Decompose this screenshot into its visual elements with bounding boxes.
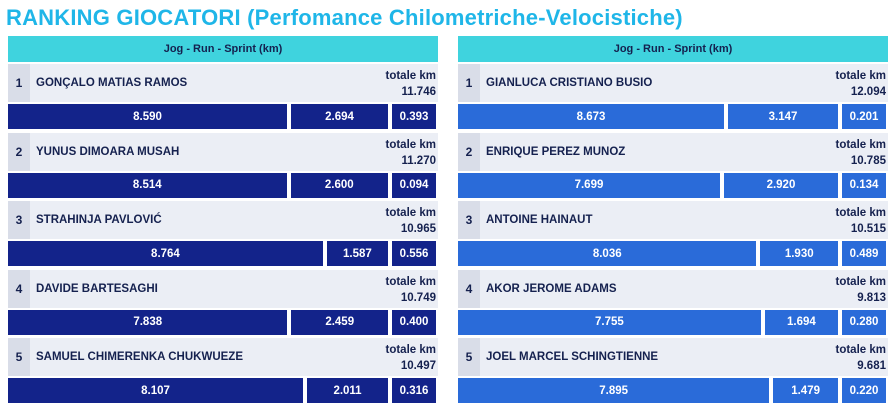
player-name: YUNUS DIMOARA MUSAH (36, 145, 180, 158)
player-row: 5 JOEL MARCEL SCHINGTIENNE totale km 9.681 7… (458, 338, 888, 404)
rank-number: 3 (458, 201, 480, 239)
ranking-panel-left: Jog - Run - Sprint (km) 1 GONÇALO MATIAS … (8, 36, 438, 403)
player-row: 4 DAVIDE BARTESAGHI totale km 10.749 7.838 2.… (8, 269, 438, 336)
total-km-label: totale km (835, 70, 887, 82)
total-km-label: totale km (385, 275, 437, 288)
panel-header: Jog - Run - Sprint (km) (8, 36, 438, 62)
total-km-value: 10.749 (400, 291, 436, 304)
panel-header: Jog - Run - Sprint (km) (458, 36, 888, 62)
ranking-panel-right: Jog - Run - Sprint (km) 1 GIANLUCA CRISTI… (458, 36, 888, 403)
player-name-row: 5 JOEL MARCEL SCHINGTIENNE totale km 9.681 (458, 338, 888, 376)
sprint-km-bar: 0.201 (842, 104, 886, 129)
rank-number: 5 (458, 338, 480, 376)
run-km-bar: 3.147 (728, 104, 838, 129)
total-km-value: 10.515 (850, 223, 886, 235)
player-row: 2 YUNUS DIMOARA MUSAH totale km 11.270 8.514… (8, 132, 438, 199)
total-km-value: 10.965 (400, 223, 436, 235)
player-row: 3 STRAHINJA PAVLOVIĆ totale km 10.965 8.764 1… (8, 201, 438, 267)
player-name-row: 4 DAVIDE BARTESAGHI totale km 10.749 (8, 269, 438, 308)
jog-km-bar: 7.838 (8, 309, 288, 335)
total-km-value: 10.497 (400, 360, 436, 372)
rank-number: 2 (8, 132, 30, 171)
player-row: 1 GONÇALO MATIAS RAMOS totale km 11.746 8.59… (8, 64, 438, 130)
total-km-label: totale km (835, 275, 887, 288)
total-km-value: 12.094 (850, 86, 886, 98)
run-km-bar: 2.920 (723, 172, 838, 198)
rank-number: 1 (458, 64, 480, 102)
run-km-bar: 1.479 (773, 378, 838, 403)
run-km-bar: 2.600 (290, 172, 388, 198)
total-km-label: totale km (835, 207, 887, 219)
sprint-km-bar: 0.489 (842, 241, 886, 266)
sprint-km-bar: 0.556 (392, 241, 436, 266)
page-title: RANKING GIOCATORI (Perfomance Chilometri… (6, 5, 683, 30)
jog-km-bar: 8.590 (8, 104, 288, 129)
player-row: 1 GIANLUCA CRISTIANO BUSIO totale km 12.094… (458, 64, 888, 130)
total-km-label: totale km (385, 138, 437, 151)
player-name: AKOR JEROME ADAMS (486, 282, 617, 295)
total-km-value: 9.813 (857, 291, 886, 304)
rank-number: 2 (458, 132, 480, 171)
rank-number: 4 (8, 269, 30, 308)
player-name: JOEL MARCEL SCHINGTIENNE (486, 351, 659, 363)
player-name: SAMUEL CHIMERENKA CHUKWUEZE (36, 351, 243, 363)
sprint-km-bar: 0.220 (842, 378, 886, 403)
player-name-row: 1 GIANLUCA CRISTIANO BUSIO totale km 12.094 (458, 64, 888, 102)
total-km-label: totale km (385, 207, 437, 219)
total-km-label: totale km (385, 344, 437, 356)
jog-km-bar: 7.755 (458, 309, 761, 335)
player-name-row: 2 YUNUS DIMOARA MUSAH totale km 11.270 (8, 132, 438, 171)
player-row: 3 ANTOINE HAINAUT totale km 10.515 8.036 1.93… (458, 201, 888, 267)
jog-km-bar: 8.514 (8, 172, 287, 198)
total-km-label: totale km (835, 138, 887, 151)
player-name-row: 1 GONÇALO MATIAS RAMOS totale km 11.746 (8, 64, 438, 102)
rank-number: 5 (8, 338, 30, 376)
total-km-label: totale km (835, 344, 887, 356)
sprint-km-bar: 0.400 (392, 309, 436, 335)
jog-km-bar: 8.036 (458, 241, 757, 266)
player-name: STRAHINJA PAVLOVIĆ (36, 214, 162, 226)
total-km-value: 11.746 (401, 86, 436, 98)
player-name-row: 4 AKOR JEROME ADAMS totale km 9.813 (458, 269, 888, 308)
run-km-bar: 1.694 (764, 309, 838, 335)
player-name: ENRIQUE PEREZ MUNOZ (486, 145, 626, 158)
jog-km-bar: 7.699 (458, 172, 720, 198)
player-name-row: 3 ANTOINE HAINAUT totale km 10.515 (458, 201, 888, 239)
rank-number: 1 (8, 64, 30, 102)
total-km-label: totale km (385, 70, 437, 82)
sprint-km-bar: 0.134 (842, 172, 886, 198)
run-km-bar: 1.930 (760, 241, 838, 266)
player-name-row: 2 ENRIQUE PEREZ MUNOZ totale km 10.785 (458, 132, 888, 171)
sprint-km-bar: 0.316 (392, 378, 436, 403)
player-name-row: 5 SAMUEL CHIMERENKA CHUKWUEZE totale km 10.… (8, 338, 438, 376)
total-km-value: 11.270 (401, 154, 436, 167)
player-row: 5 SAMUEL CHIMERENKA CHUKWUEZE totale km 10.… (8, 338, 438, 404)
jog-km-bar: 8.673 (458, 104, 725, 129)
total-km-value: 10.785 (850, 154, 886, 167)
player-row: 4 AKOR JEROME ADAMS totale km 9.813 7.755 1.6… (458, 269, 888, 336)
run-km-bar: 2.694 (291, 104, 388, 129)
player-name: GONÇALO MATIAS RAMOS (36, 77, 188, 89)
sprint-km-bar: 0.280 (842, 309, 886, 335)
player-row: 2 ENRIQUE PEREZ MUNOZ totale km 10.785 7.699… (458, 132, 888, 199)
player-name: ANTOINE HAINAUT (486, 214, 593, 226)
sprint-km-bar: 0.094 (392, 172, 436, 198)
rank-number: 3 (8, 201, 30, 239)
jog-km-bar: 8.107 (8, 378, 304, 403)
run-km-bar: 1.587 (326, 241, 388, 266)
player-name: GIANLUCA CRISTIANO BUSIO (486, 77, 653, 89)
sprint-km-bar: 0.393 (392, 104, 436, 129)
rank-number: 4 (458, 269, 480, 308)
jog-km-bar: 8.764 (8, 241, 323, 266)
player-name: DAVIDE BARTESAGHI (36, 282, 158, 295)
player-name-row: 3 STRAHINJA PAVLOVIĆ totale km 10.965 (8, 201, 438, 239)
run-km-bar: 2.459 (291, 309, 388, 335)
jog-km-bar: 7.895 (458, 378, 770, 403)
total-km-value: 9.681 (857, 360, 886, 372)
run-km-bar: 2.011 (307, 378, 388, 403)
